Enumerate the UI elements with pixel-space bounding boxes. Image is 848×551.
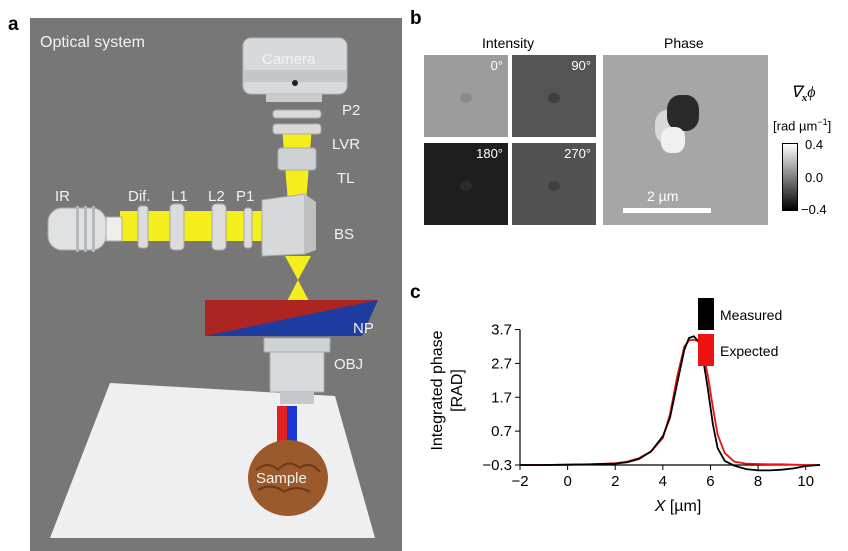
x-axis-label: X [µm] xyxy=(654,498,702,515)
label-obj: OBJ xyxy=(334,356,364,373)
optical-system-title: Optical system xyxy=(40,34,145,51)
chart-legend: Measured Expected xyxy=(698,298,782,366)
colorbar-tick-mid: 0.0 xyxy=(805,170,824,185)
sample-sheet xyxy=(50,383,375,538)
colorbar-label: ∇xϕ xyxy=(791,84,816,105)
y-tick-label: 3.7 xyxy=(491,322,512,339)
sample-brain xyxy=(248,440,328,516)
label-l1: L1 xyxy=(171,188,188,205)
label-lvr: LVR xyxy=(332,136,361,153)
y-tick-label: 2.7 xyxy=(491,355,512,372)
beam-splitter xyxy=(261,193,306,257)
legend-label-measured: Measured xyxy=(720,307,782,323)
angle-0: 0° xyxy=(490,58,503,73)
angle-180: 180° xyxy=(476,146,503,161)
phase-dark-lobe xyxy=(667,95,699,131)
x-tick-label: 8 xyxy=(754,473,762,490)
panel-a-letter: a xyxy=(8,14,19,35)
label-l2: L2 xyxy=(208,188,225,205)
polarizer-p1 xyxy=(243,207,253,249)
x-tick-label: −2 xyxy=(511,473,528,490)
intensity-tile-0: 0° xyxy=(424,55,508,137)
x-tick-label: 6 xyxy=(706,473,714,490)
legend-label-expected: Expected xyxy=(720,343,778,359)
lens-l2 xyxy=(211,203,227,251)
panel-b-letter: b xyxy=(410,8,422,29)
x-tick-label: 0 xyxy=(563,473,571,490)
angle-90: 90° xyxy=(571,58,591,73)
colorbar-unit: [rad µm−1] xyxy=(773,117,832,134)
phase-profile-chart: −2 0 2 4 6 8 10 3.7 2.7 1.7 0.7 −0.3 X [µm] Integrate… xyxy=(429,298,821,515)
label-camera: Camera xyxy=(262,51,316,68)
optical-system-drawing xyxy=(47,37,378,538)
diffuser xyxy=(137,205,149,249)
legend-swatch-expected xyxy=(698,334,714,366)
colorbar xyxy=(782,143,798,211)
series-line-measured xyxy=(520,335,821,472)
y-tick-label: 0.7 xyxy=(491,423,512,440)
label-sample: Sample xyxy=(256,470,307,487)
scale-bar-label: 2 µm xyxy=(647,188,679,204)
objective xyxy=(263,337,331,353)
y-axis-label: Integrated phase xyxy=(429,330,446,450)
chart-series xyxy=(520,335,821,472)
tl-element xyxy=(277,147,317,171)
lens-l1 xyxy=(169,203,185,251)
chart-axes: −2 0 2 4 6 8 10 3.7 2.7 1.7 0.7 −0.3 X [µm] Integrate… xyxy=(429,322,820,515)
x-tick-label: 2 xyxy=(611,473,619,490)
label-ir: IR xyxy=(55,188,70,205)
label-np: NP xyxy=(353,320,374,337)
angle-270: 270° xyxy=(564,146,591,161)
panel-c-letter: c xyxy=(410,282,421,303)
y-tick-label: 1.7 xyxy=(491,389,512,406)
colorbar-tick-bottom: −0.4 xyxy=(801,202,827,217)
y-axis-label-unit: [RAD] xyxy=(449,369,466,412)
x-tick-label: 4 xyxy=(659,473,667,490)
y-tick-label: −0.3 xyxy=(482,457,512,474)
phase-title: Phase xyxy=(664,35,704,51)
beam-lower xyxy=(286,280,310,303)
label-p1: P1 xyxy=(236,188,255,205)
colorbar-tick-top: 0.4 xyxy=(805,137,824,152)
legend-swatch-measured xyxy=(698,298,714,330)
intensity-tile-90: 90° xyxy=(512,55,596,137)
intensity-tile-180: 180° xyxy=(424,143,508,225)
label-tl: TL xyxy=(337,170,355,187)
phase-image: 2 µm xyxy=(603,55,768,225)
intensity-tile-270: 270° xyxy=(512,143,596,225)
p2-element xyxy=(272,109,322,119)
lvr-element xyxy=(272,123,322,135)
label-bs: BS xyxy=(334,226,355,243)
intensity-title: Intensity xyxy=(482,35,535,51)
optical-system-illustration: Optical system xyxy=(30,18,402,551)
label-dif: Dif. xyxy=(128,188,151,205)
scale-bar xyxy=(623,208,711,213)
label-p2: P2 xyxy=(342,102,361,119)
x-tick-label: 10 xyxy=(797,473,814,490)
